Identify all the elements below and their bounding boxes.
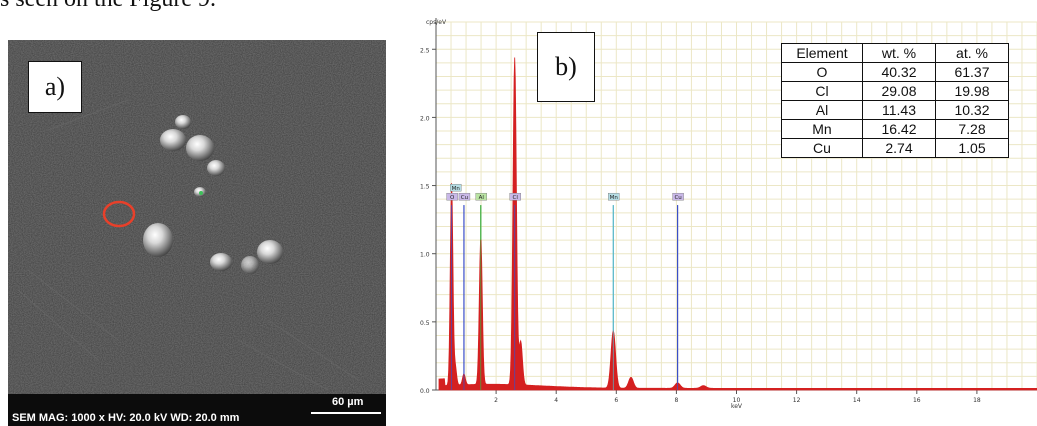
element-marker-label-cu: Cu <box>674 195 681 201</box>
element-marker-box <box>672 192 684 201</box>
table-row: O 40.32 61.37 <box>781 62 1009 82</box>
element-marker-label-o: O <box>450 195 455 201</box>
sem-parameters: SEM MAG: 1000 x HV: 20.0 kV WD: 20.0 mm <box>12 412 240 424</box>
cell-element: O <box>781 62 863 82</box>
x-tick-label: 4 <box>554 397 558 404</box>
element-marker-label-cl: Cl <box>513 195 519 201</box>
header-wt-percent: wt. % <box>862 43 936 63</box>
cell-wt: 2.74 <box>862 138 936 158</box>
x-tick-label: 6 <box>614 397 618 404</box>
element-marker-box <box>450 183 462 192</box>
table-row: Cu 2.74 1.05 <box>781 138 1009 158</box>
cell-at: 7.28 <box>935 119 1009 139</box>
cell-element: Cu <box>781 138 863 158</box>
table-row: Al 11.43 10.32 <box>781 100 1009 120</box>
table-row: Mn 16.42 7.28 <box>781 119 1009 139</box>
sem-info-bar: SEM MAG: 1000 x HV: 20.0 kV WD: 20.0 mm … <box>8 394 386 426</box>
cell-wt: 16.42 <box>862 119 936 139</box>
caption-fragment: s seen on the Figure 9. <box>0 0 216 13</box>
y-tick-label: 2.0 <box>420 115 430 122</box>
scale-bar-label: 60 µm <box>332 396 364 408</box>
element-marker-box <box>608 192 620 201</box>
element-marker-box <box>458 192 471 201</box>
cell-at: 61.37 <box>935 62 1009 82</box>
x-tick-label: 10 <box>733 397 741 404</box>
spectrum-trace <box>438 57 1037 391</box>
cell-at: 1.05 <box>935 138 1009 158</box>
element-marker-label-mn: Mn <box>610 195 619 201</box>
composition-table: Element wt. % at. % O 40.32 61.37 Cl 29.… <box>781 43 1009 158</box>
cell-element: Mn <box>781 119 863 139</box>
y-tick-label: 1.5 <box>420 184 430 191</box>
x-tick-label: 8 <box>674 397 678 404</box>
y-tick-label: 0.0 <box>420 388 430 395</box>
cell-wt: 29.08 <box>862 81 936 101</box>
y-tick-label: 1.0 <box>420 252 430 259</box>
element-marker-box <box>475 192 487 201</box>
header-element: Element <box>781 43 863 63</box>
cell-element: Al <box>781 100 863 120</box>
element-marker-box <box>509 192 521 201</box>
x-tick-label: 14 <box>853 397 861 404</box>
cell-at: 19.98 <box>935 81 1009 101</box>
x-tick-label: 18 <box>973 397 981 404</box>
table-header-row: Element wt. % at. % <box>781 43 1009 63</box>
eds-spectrum-panel: 0.0 0.5 1.0 1.5 2.0 2.5 2 4 6 8 10 12 14 16 18 cps/eV ke… <box>406 14 1037 426</box>
analysis-spot-marker <box>102 200 136 228</box>
element-marker-label-mn: Mn <box>452 186 461 192</box>
cell-at: 10.32 <box>935 100 1009 120</box>
y-tick-label: 2.5 <box>420 47 430 54</box>
header-at-percent: at. % <box>935 43 1009 63</box>
x-axis-label: keV <box>731 403 743 410</box>
element-marker-box <box>446 192 458 201</box>
eds-spectrum-chart: 0.0 0.5 1.0 1.5 2.0 2.5 2 4 6 8 10 12 14 16 18 cps/eV ke… <box>420 18 1037 410</box>
x-tick-label: 12 <box>793 397 801 404</box>
cell-element: Cl <box>781 81 863 101</box>
y-tick-label: 0.5 <box>420 320 430 327</box>
scale-bar <box>311 412 381 414</box>
particle-cluster <box>143 115 283 274</box>
panel-label-a: a) <box>28 61 82 113</box>
panel-label-b: b) <box>537 32 595 102</box>
table-row: Cl 29.08 19.98 <box>781 81 1009 101</box>
cell-wt: 40.32 <box>862 62 936 82</box>
x-tick-label: 16 <box>913 397 921 404</box>
y-axis-label: cps/eV <box>426 19 447 26</box>
element-marker-label-al: Al <box>479 195 485 201</box>
element-marker-label-cu: Cu <box>461 195 468 201</box>
x-tick-label: 2 <box>494 397 498 404</box>
cell-wt: 11.43 <box>862 100 936 120</box>
